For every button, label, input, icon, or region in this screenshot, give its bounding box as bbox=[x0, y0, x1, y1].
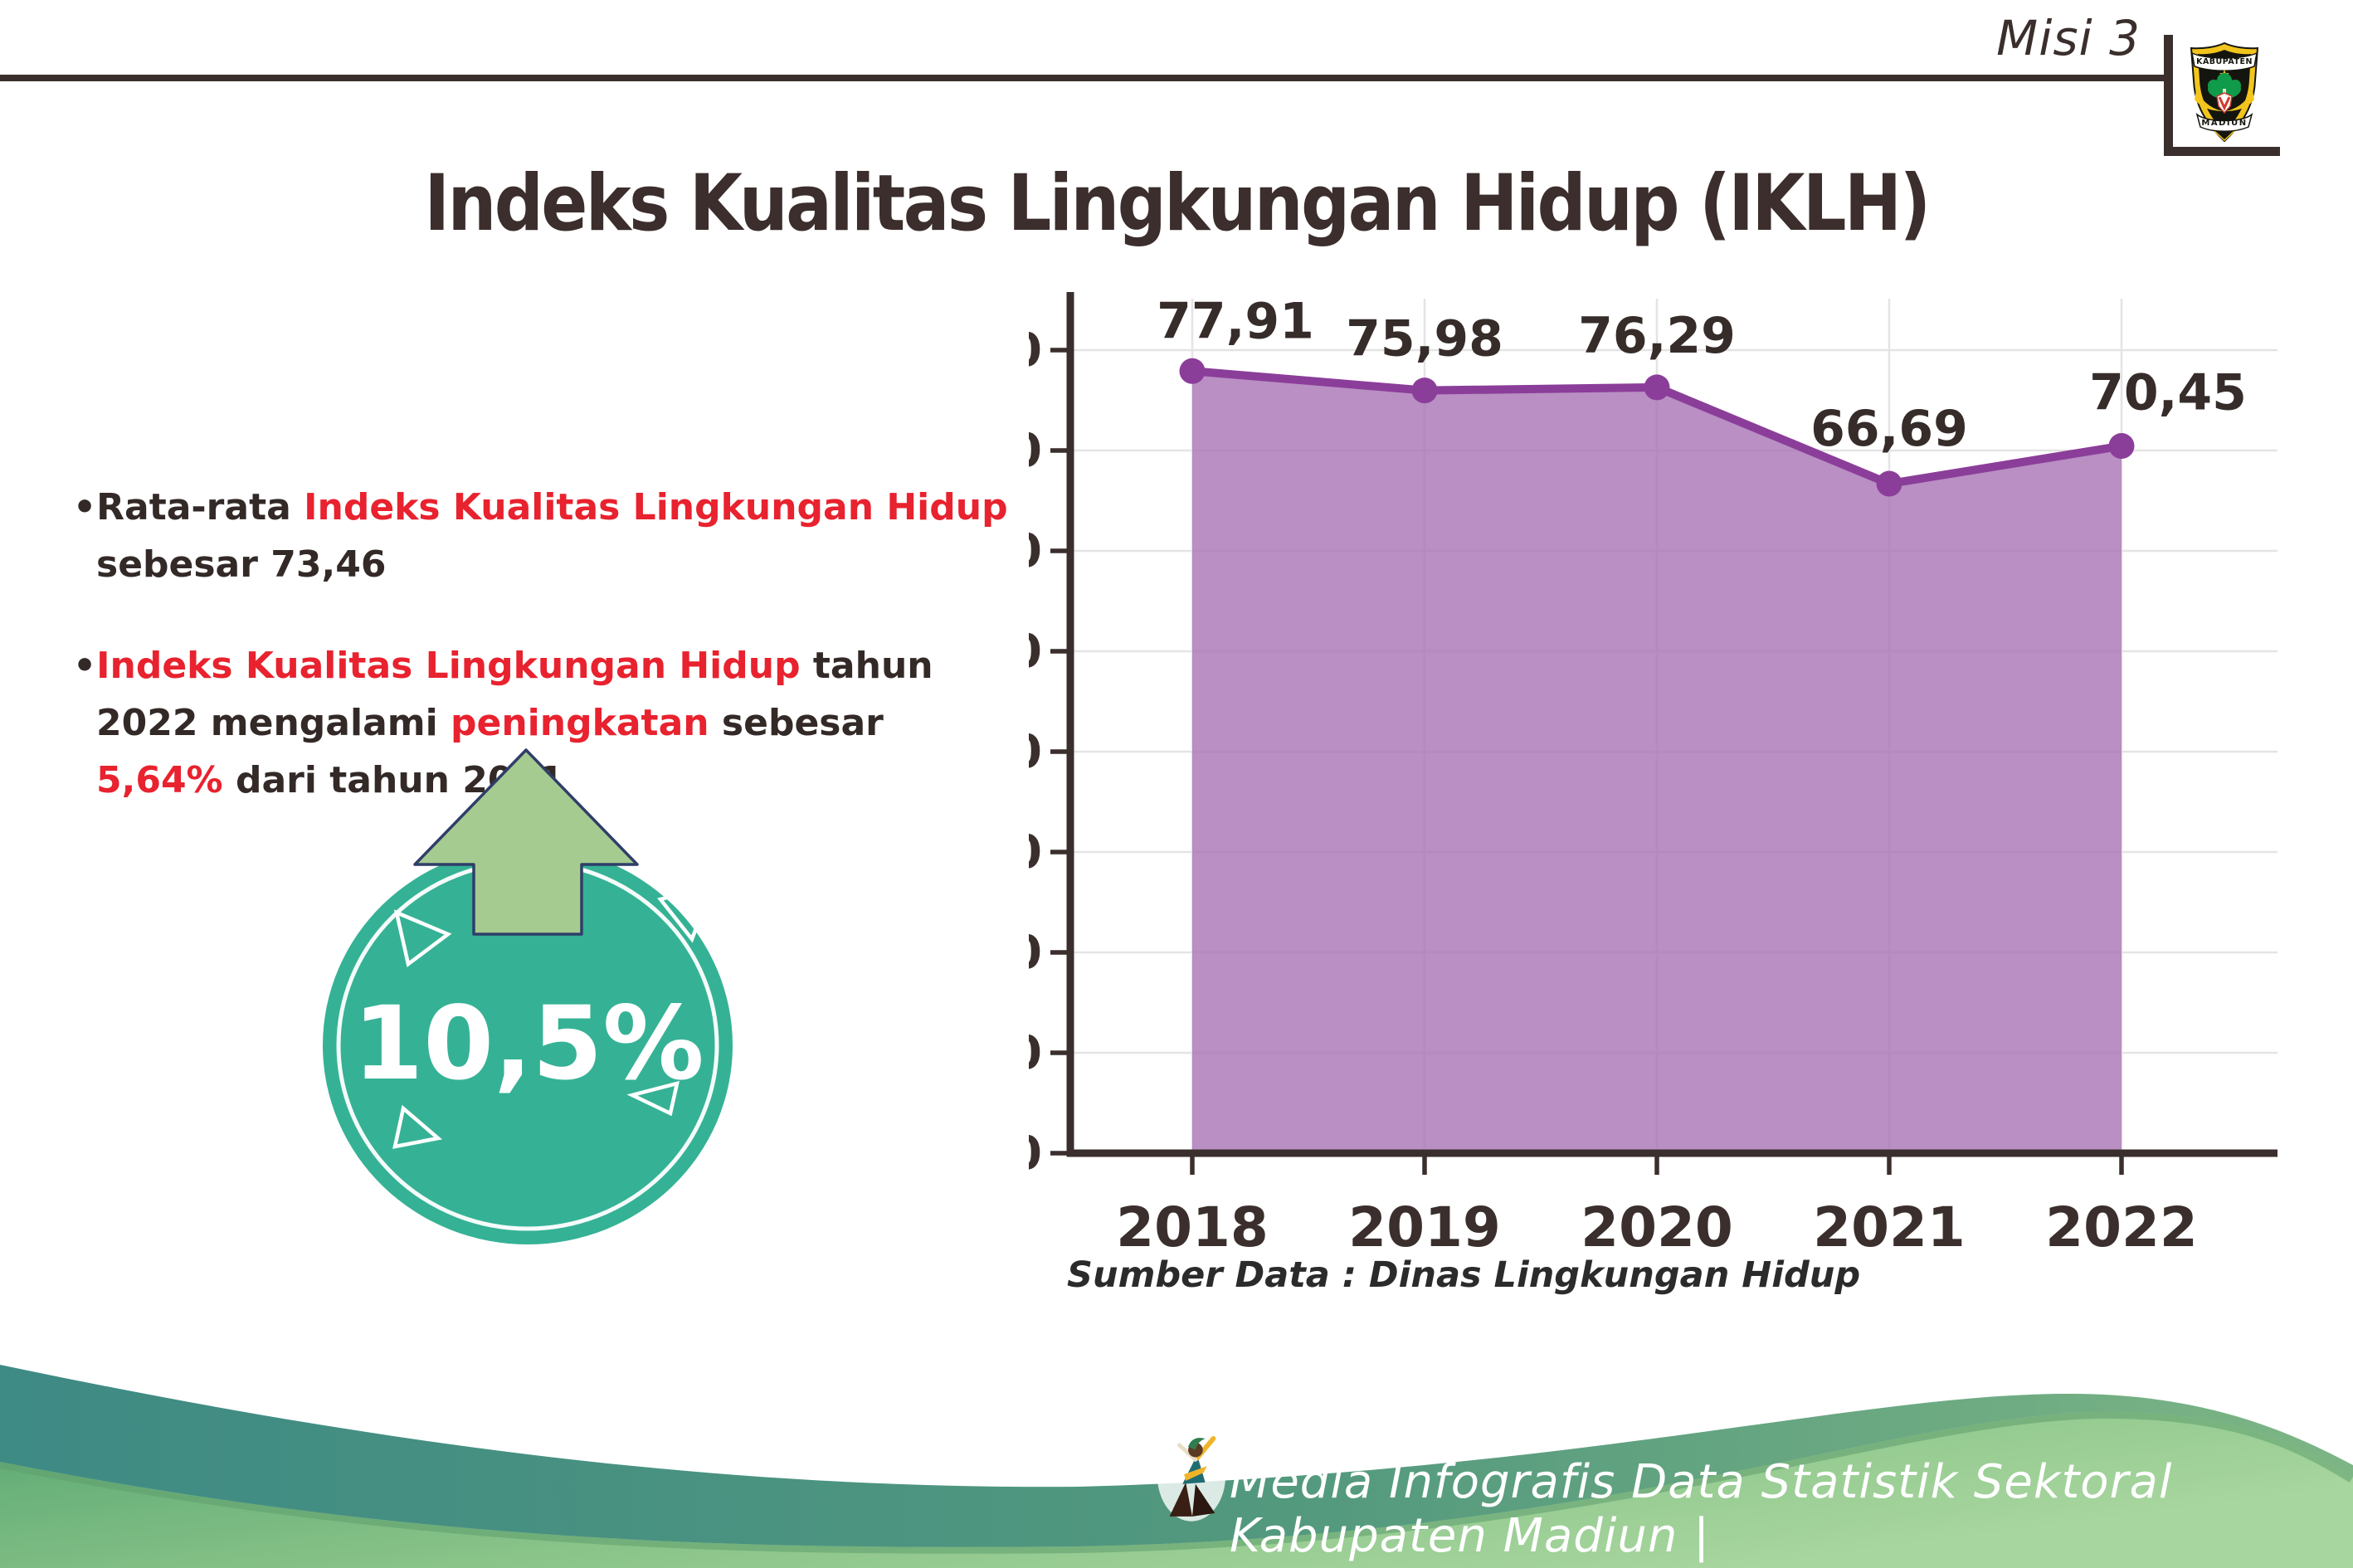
svg-text:0: 0 bbox=[1029, 1127, 1042, 1181]
logo-wing-left bbox=[2195, 90, 2224, 111]
bullet2-highlight2: peningkatan bbox=[451, 701, 709, 744]
bullet2-text1: tahun 2022 mengalami bbox=[96, 645, 933, 744]
bullet1-text: Rata-rata bbox=[96, 486, 304, 528]
page-title: Indeks Kualitas Lingkungan Hidup (IKLH) bbox=[424, 158, 1931, 249]
logo-bottom-text: MADIUN bbox=[2201, 119, 2247, 128]
svg-text:2022: 2022 bbox=[2045, 1195, 2198, 1259]
svg-text:70: 70 bbox=[1029, 424, 1042, 478]
svg-text:2020: 2020 bbox=[1581, 1195, 1733, 1259]
mascot-leg-right bbox=[1191, 1483, 1215, 1517]
source-note: Sumber Data : Dinas Lingkungan Hidup bbox=[1067, 1254, 1861, 1296]
badge-accent-tl bbox=[393, 909, 452, 967]
bullet-item-average: •Rata-rata Indeks Kualitas Lingkungan Hi… bbox=[73, 480, 1019, 593]
svg-text:77,91: 77,91 bbox=[1157, 292, 1314, 350]
logo-center-chevron bbox=[2218, 96, 2231, 111]
svg-text:60: 60 bbox=[1029, 524, 1042, 578]
svg-text:2021: 2021 bbox=[1813, 1195, 1966, 1259]
svg-text:2019: 2019 bbox=[1348, 1195, 1501, 1259]
footer-credit: Media Infografis Data Statistik Sektoral… bbox=[1230, 1455, 2173, 1563]
bullet-item-increase: •Indeks Kualitas Lingkungan Hidup tahun … bbox=[73, 638, 1019, 809]
badge-accent-br bbox=[626, 1080, 680, 1117]
bullet2-text2: sebesar bbox=[709, 701, 884, 744]
svg-text:2018: 2018 bbox=[1116, 1195, 1269, 1259]
mascot-sash bbox=[1184, 1466, 1207, 1481]
header-rule bbox=[0, 75, 2167, 81]
bullet1-value: sebesar 73,46 bbox=[96, 543, 387, 586]
svg-text:75,98: 75,98 bbox=[1346, 310, 1503, 368]
badge-accent-bl bbox=[392, 1104, 443, 1149]
svg-text:40: 40 bbox=[1029, 725, 1042, 779]
svg-text:10: 10 bbox=[1029, 1026, 1042, 1080]
svg-text:50: 50 bbox=[1029, 625, 1042, 679]
bullet2-percentage: 5,64% bbox=[96, 758, 223, 801]
logo-frame-vertical bbox=[2164, 35, 2173, 156]
footer-teal-band bbox=[0, 1365, 2353, 1547]
area-fill bbox=[1192, 371, 2122, 1153]
bullet-dot: • bbox=[73, 645, 97, 688]
svg-text:66,69: 66,69 bbox=[1810, 400, 1968, 458]
svg-text:70,45: 70,45 bbox=[2089, 364, 2247, 422]
mascot-icon bbox=[1157, 1430, 1226, 1522]
point-labels: 77,91 75,98 76,29 66,69 70,45 bbox=[1157, 292, 2247, 458]
logo-bottom-banner bbox=[2195, 112, 2253, 132]
badge-circle bbox=[323, 846, 733, 1244]
badge-accent-tr bbox=[657, 883, 715, 943]
footer-wave bbox=[0, 1365, 2353, 1568]
iklh-area-chart: 0 10 20 30 40 50 60 70 80 2018 2019 2020 2021 2022 77,… bbox=[977, 292, 2277, 1259]
logo-top-text: KABUPATEN bbox=[2196, 57, 2253, 66]
mascot-leg-left bbox=[1169, 1482, 1192, 1517]
svg-text:80: 80 bbox=[1029, 324, 1042, 377]
increase-badge: 10,5% bbox=[323, 748, 733, 1244]
summary-bullets: •Rata-rata Indeks Kualitas Lingkungan Hi… bbox=[73, 480, 1019, 854]
up-arrow-icon bbox=[413, 748, 639, 936]
bullet-dot: • bbox=[73, 486, 97, 528]
badge-value: 10,5% bbox=[353, 985, 704, 1103]
footer-green-band bbox=[0, 1411, 2353, 1568]
mascot-arm-left bbox=[1176, 1443, 1198, 1462]
bullet1-highlight: Indeks Kualitas Lingkungan Hidup bbox=[304, 486, 1008, 528]
x-tick-labels: 2018 2019 2020 2021 2022 bbox=[1116, 1153, 2198, 1259]
svg-text:20: 20 bbox=[1029, 926, 1042, 980]
logo-wing-right bbox=[2225, 90, 2254, 111]
svg-text:76,29: 76,29 bbox=[1578, 307, 1736, 365]
logo-top-banner bbox=[2190, 51, 2258, 71]
y-tick-labels: 0 10 20 30 40 50 60 70 80 bbox=[977, 324, 1070, 1181]
misi-label: Misi 3 bbox=[1996, 10, 2141, 66]
kabupaten-madiun-logo: KABUPATEN MADIUN bbox=[2190, 41, 2259, 143]
bullet2-highlight1: Indeks Kualitas Lingkungan Hidup bbox=[96, 645, 801, 688]
chart-area: 0 10 20 30 40 50 60 70 80 2018 2019 2020 2021 2022 77,… bbox=[977, 282, 2290, 1311]
logo-frame-horizontal bbox=[2164, 147, 2280, 156]
mascot-headwrap bbox=[1188, 1438, 1206, 1450]
svg-text:30: 30 bbox=[1029, 825, 1042, 879]
markers bbox=[1179, 358, 2135, 497]
